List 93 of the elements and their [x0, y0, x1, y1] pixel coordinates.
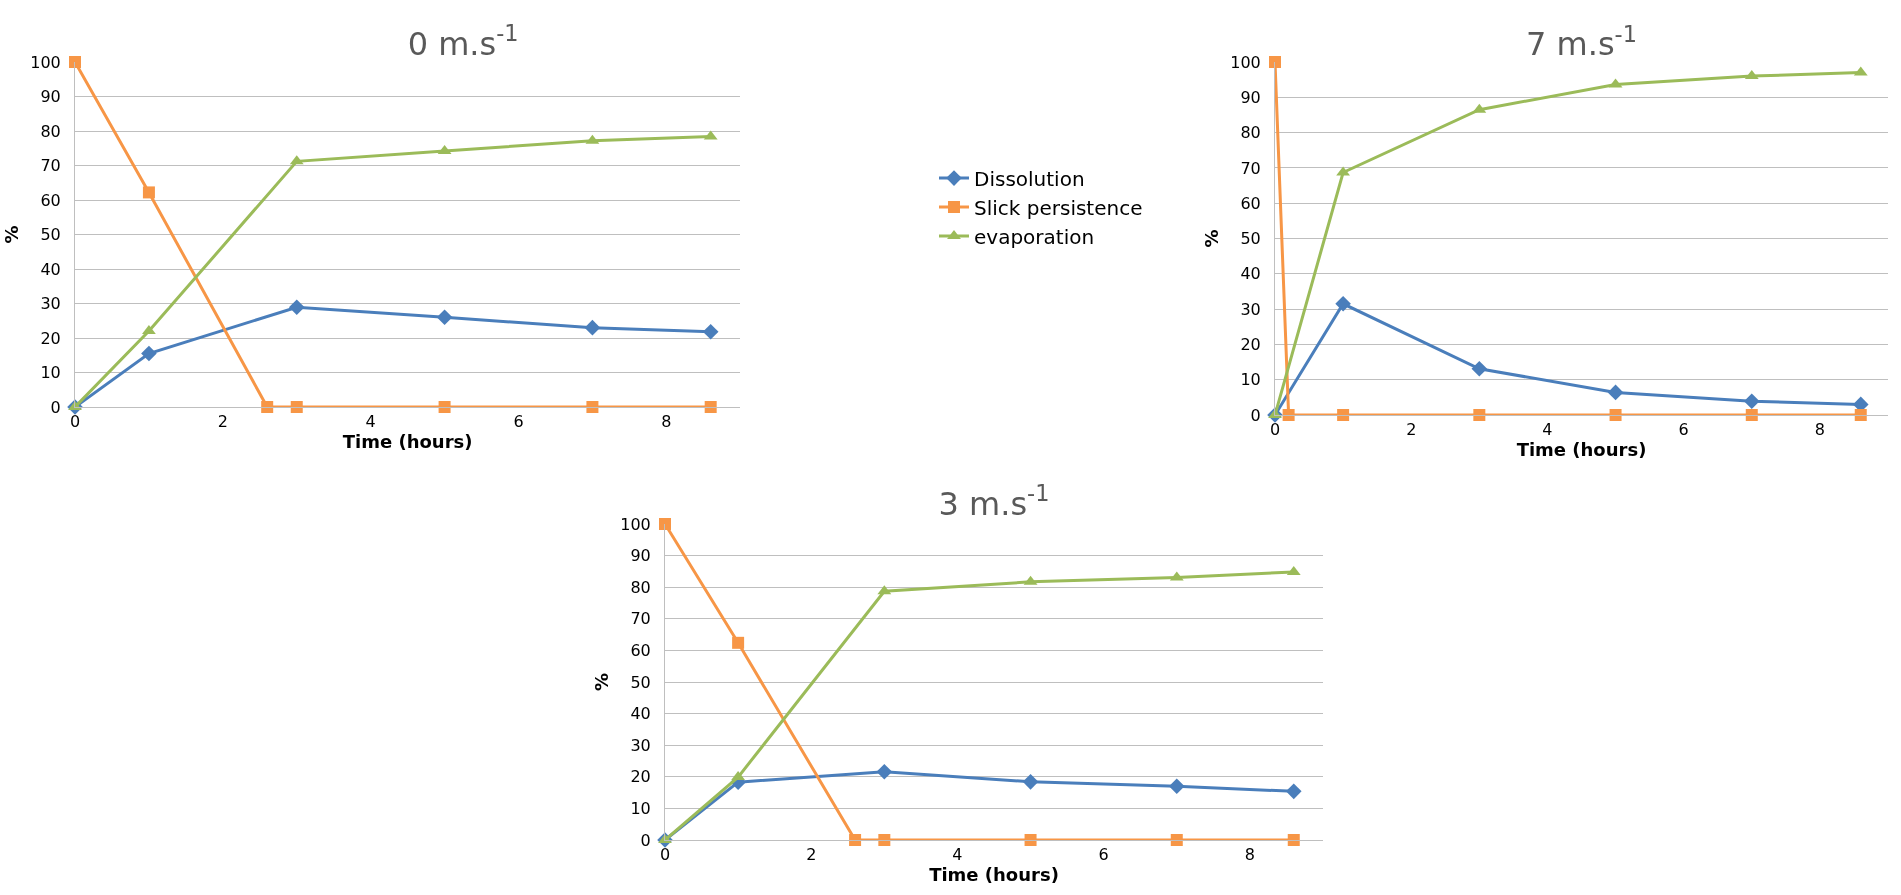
chart-title: 7 m.s$^{-1}$ [1526, 20, 1637, 64]
y-tick-label: 100 [30, 52, 61, 72]
point [704, 401, 717, 413]
y-tick-label: 20 [630, 767, 651, 787]
x-tick-label: 0 [69, 412, 81, 432]
y-tick-label: 20 [40, 328, 61, 348]
point [1024, 834, 1037, 846]
point [1170, 834, 1183, 846]
point [878, 834, 891, 846]
y-tick-label: 30 [40, 294, 61, 314]
point [1285, 783, 1302, 800]
point [1609, 409, 1622, 421]
point [288, 299, 305, 316]
y-tick-label: 60 [1240, 193, 1261, 213]
point [141, 345, 157, 362]
point [69, 56, 81, 68]
legend-label: evaporation [974, 224, 1095, 249]
point [1287, 834, 1300, 846]
y-axis-title: % [591, 672, 613, 692]
y-tick-label: 40 [630, 704, 651, 724]
point [1168, 778, 1185, 795]
y-tick-label: 70 [630, 609, 651, 629]
y-tick-label: 50 [630, 672, 651, 692]
x-tick-label: 2 [217, 412, 228, 432]
x-tick-label: 4 [1542, 420, 1553, 440]
y-tick-label: 70 [1240, 158, 1261, 178]
y-tick-label: 70 [40, 156, 61, 176]
y-tick-label: 80 [40, 121, 61, 141]
y-tick-label: 80 [1240, 123, 1261, 143]
y-axis-title: % [1, 225, 23, 244]
point [849, 834, 862, 846]
y-tick-label: 100 [1230, 52, 1261, 72]
x-tick-label: 6 [513, 412, 524, 432]
y-tick-label: 50 [1240, 229, 1261, 249]
point [1282, 409, 1295, 421]
y-tick-label: 90 [40, 87, 61, 107]
y-axis-title: % [1201, 229, 1223, 248]
y-tick-label: 0 [50, 397, 61, 417]
y-tick-label: 50 [40, 225, 61, 245]
x-tick-label: 8 [1244, 845, 1255, 865]
point [702, 323, 719, 340]
y-tick-label: 90 [630, 546, 651, 566]
point [876, 763, 893, 780]
y-tick-label: 40 [40, 259, 61, 279]
x-tick-label: 0 [1269, 420, 1281, 440]
x-tick-label: 2 [806, 845, 817, 865]
point [1335, 296, 1351, 312]
chart-title: 0 m.s$^{-1}$ [407, 20, 519, 63]
point [261, 401, 274, 413]
x-axis-title: Time (hours) [1516, 439, 1647, 461]
y-tick-label: 60 [630, 641, 651, 660]
point [1607, 384, 1624, 401]
x-tick-label: 4 [952, 845, 963, 865]
y-tick-label: 10 [630, 799, 651, 818]
x-tick-label: 2 [1406, 420, 1417, 440]
point [1854, 409, 1867, 421]
point [436, 309, 453, 326]
point [1269, 56, 1281, 68]
point [732, 636, 745, 649]
point [1743, 393, 1760, 410]
x-tick-label: 0 [659, 845, 671, 865]
x-axis-title: Time (hours) [342, 431, 473, 453]
y-tick-label: 20 [1240, 335, 1261, 354]
legend-label: Slick persistence [974, 195, 1143, 220]
y-tick-label: 10 [1240, 370, 1261, 390]
x-tick-label: 4 [365, 412, 376, 432]
point [586, 401, 599, 413]
point [1337, 409, 1350, 421]
point [142, 186, 155, 199]
x-tick-label: 8 [661, 412, 672, 432]
y-tick-label: 90 [1240, 87, 1261, 107]
legend-label: Dissolution [974, 166, 1085, 191]
x-axis-title: Time (hours) [929, 864, 1059, 886]
point [290, 401, 303, 413]
chart-title: 3 m.s$^{-1}$ [938, 480, 1050, 523]
y-tick-label: 80 [630, 577, 651, 597]
point [438, 401, 451, 413]
point [1022, 774, 1039, 790]
x-tick-label: 8 [1814, 420, 1825, 440]
y-tick-label: 40 [1240, 264, 1261, 284]
point [1745, 409, 1758, 421]
y-tick-label: 30 [630, 735, 651, 755]
y-tick-label: 100 [620, 514, 651, 534]
point [1471, 360, 1488, 377]
y-tick-label: 0 [640, 830, 651, 850]
point [584, 319, 601, 336]
y-tick-label: 30 [1240, 299, 1261, 319]
y-tick-label: 10 [40, 363, 61, 383]
point [1473, 409, 1486, 421]
point [659, 518, 671, 530]
y-tick-label: 60 [40, 190, 61, 210]
x-tick-label: 6 [1098, 845, 1109, 865]
x-tick-label: 6 [1678, 420, 1689, 440]
